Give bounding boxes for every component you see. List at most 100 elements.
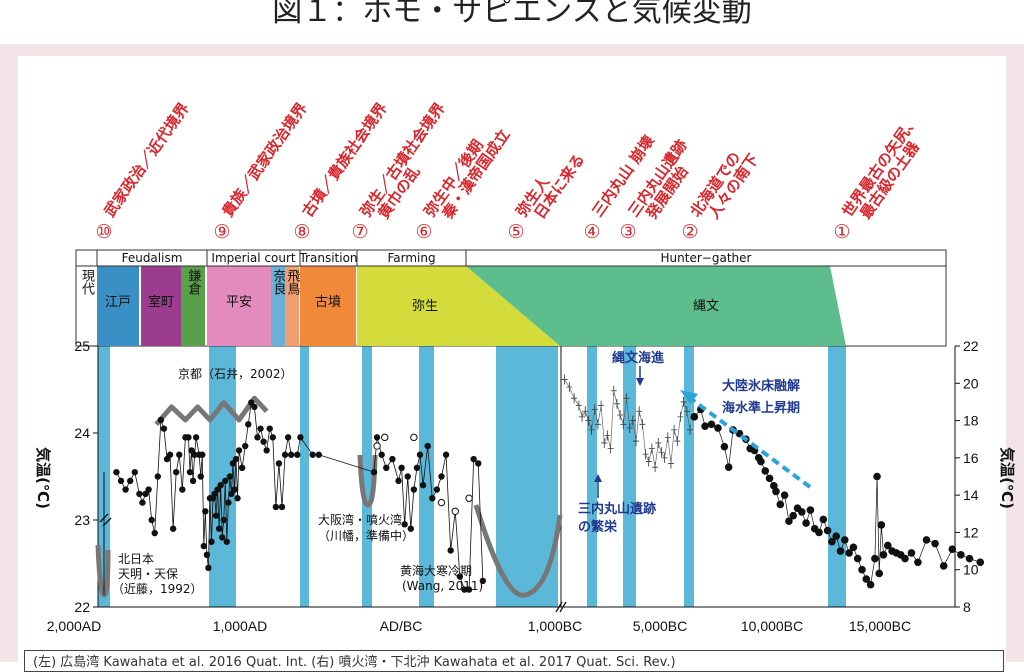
period-label-6: 飛鳥	[285, 269, 301, 296]
left-point-6	[139, 499, 146, 506]
left-point-33	[205, 564, 212, 572]
x-tick-label-0: 2,000AD	[47, 618, 101, 634]
right-point-15	[765, 474, 774, 483]
right-point-37	[858, 565, 866, 574]
footer-source: (左) 広島湾 Kawahata et al. 2016 Quat. Int. …	[24, 650, 1004, 672]
left-point-0	[113, 468, 120, 476]
right-point-31	[832, 532, 840, 540]
right-point-23	[798, 508, 806, 516]
left-point-35	[208, 538, 215, 545]
left-point-94	[447, 547, 454, 554]
event-labels: ⑩武家政治／近代境界⑨貴族／武家政治境界⑧古墳／貴族社会境界⑦弥生／古墳社会境界…	[95, 99, 923, 243]
tairiku-label-1: 大陸氷床融解	[722, 378, 800, 394]
left-open-point-4	[451, 507, 459, 515]
left-point-64	[269, 434, 276, 441]
x-tick-label-2: AD/BC	[380, 618, 423, 634]
right-point-58	[877, 521, 886, 529]
right-point-50	[922, 536, 931, 544]
left-point-52	[234, 495, 241, 502]
period-block-jomon	[466, 266, 846, 346]
left-point-9	[148, 516, 155, 524]
period-label-7: 古墳	[315, 295, 341, 310]
left-point-10	[151, 529, 158, 537]
left-point-68	[281, 451, 289, 458]
right-point-39	[866, 580, 875, 589]
right-tick-label: 12	[963, 524, 979, 540]
left-tick-label: 25	[74, 338, 90, 354]
left-point-89	[424, 442, 431, 450]
left-point-77	[378, 451, 385, 458]
era-label-4: Hunter−gather	[661, 251, 752, 265]
right-point-28	[819, 515, 828, 524]
osaka-label-1: 大阪湾・噴火湾	[318, 512, 402, 527]
left-open-point-3	[437, 498, 446, 507]
right-point-40	[871, 554, 879, 563]
kokai-label-2: (Wang, 2011)	[402, 579, 483, 593]
era-label-1: Imperial court	[211, 251, 295, 265]
left-point-42	[219, 534, 226, 541]
left-point-31	[202, 508, 209, 515]
right-point-54	[957, 551, 965, 559]
sample-band-9	[684, 346, 694, 607]
left-point-16	[169, 525, 177, 532]
period-block-5	[271, 266, 285, 346]
left-series-line	[116, 401, 484, 590]
right-point-29	[823, 526, 832, 535]
kitanihon-label-3: （近藤，1992）	[112, 582, 203, 596]
right-point-30	[828, 537, 836, 546]
right-point-42	[879, 551, 888, 559]
sample-band-7	[587, 346, 597, 607]
right-point-57	[873, 472, 881, 481]
right-point-43	[884, 541, 892, 550]
left-point-62	[263, 447, 270, 454]
left-tick-label: 24	[74, 425, 90, 441]
x-tick-label-4: 5,000BC	[633, 618, 687, 634]
right-tick-label: 16	[963, 450, 979, 466]
period-block-3	[181, 266, 205, 346]
left-point-17	[173, 468, 180, 476]
right-point-25	[806, 506, 815, 514]
kokai-label-1: 黄海大寒冷期	[400, 563, 472, 578]
event-number-1: ⑩	[95, 221, 112, 243]
figure-title: 図１：ホモ・サピエンスと気候変動	[272, 0, 752, 29]
left-point-97	[461, 586, 468, 593]
osaka-curve	[357, 454, 378, 508]
x-tick-label-5: 10,000BC	[741, 618, 803, 634]
kyoto-label: 京都（石井，2002）	[178, 367, 293, 381]
event-number-2: ⑨	[213, 221, 230, 243]
jomon-kaishin-arrowhead	[636, 378, 644, 386]
sample-band-3	[300, 346, 309, 607]
kokai-curve	[473, 504, 563, 598]
left-point-12	[157, 416, 165, 424]
kitanihon-label-1: 北日本	[118, 552, 154, 566]
right-point-14	[761, 467, 770, 475]
left-point-32	[203, 551, 211, 558]
right-cross-line	[564, 379, 691, 468]
right-point-35	[849, 543, 858, 552]
left-point-85	[410, 486, 418, 493]
left-point-65	[272, 503, 280, 511]
period-block-yayoi	[357, 266, 560, 346]
event-number-8: ③	[619, 221, 636, 243]
left-point-44	[222, 477, 229, 485]
left-point-15	[166, 451, 174, 458]
era-label-3: Farming	[387, 251, 435, 265]
era-bar: Feudalism Imperial court Transition Farming…	[76, 250, 946, 267]
left-point-69	[284, 434, 292, 441]
right-point-27	[815, 528, 823, 537]
event-label-2: 貴族／武家政治境界	[219, 99, 311, 220]
right-cross-38	[687, 424, 693, 435]
left-point-2	[122, 486, 129, 493]
left-point-1	[117, 477, 125, 485]
left-point-72	[297, 434, 304, 441]
sannai-label-1: 三内丸山遺跡	[578, 501, 656, 517]
right-point-52	[939, 562, 948, 570]
left-point-92	[438, 473, 445, 480]
left-point-59	[254, 434, 261, 441]
right-tick-label: 20	[963, 375, 979, 391]
left-point-53	[235, 447, 243, 454]
x-tick-label-3: 1,000BC	[528, 618, 582, 634]
right-tick-label: 10	[963, 562, 979, 578]
right-point-53	[948, 545, 957, 554]
